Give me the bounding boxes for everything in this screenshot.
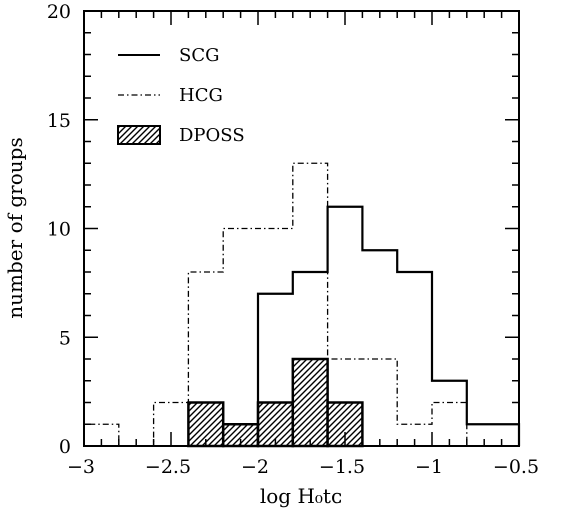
x-tick-label: −1.5 [319,456,365,478]
x-tick-label: −0.5 [493,456,539,478]
legend-label-scg: SCG [179,45,219,66]
scg-step-line [256,205,521,446]
y-tick-label: 5 [59,327,71,349]
legend-label-hcg: HCG [179,85,223,106]
axis-ticks [83,10,520,447]
y-tick-label: 0 [59,436,71,458]
legend-swatch-dposs [117,125,161,145]
x-tick-label: −1 [415,456,443,478]
y-tick-labels: 0 5 10 15 20 [47,1,71,458]
y-tick-label: 15 [47,110,71,132]
legend: SCG HCG DPOSS [117,45,245,146]
dposs-bar [291,357,329,448]
y-tick-label: 10 [47,219,71,241]
x-tick-label: −2.5 [145,456,191,478]
x-tick-label: −2 [241,456,269,478]
y-axis-label: number of groups [3,137,27,318]
y-tick-label: 20 [47,1,71,23]
x-axis-label: log H₀tᴄ [260,484,342,508]
dposs-bar [256,401,295,448]
legend-label-dposs: DPOSS [179,125,245,146]
x-tick-label: −3 [67,456,95,478]
dposs-series [187,357,364,448]
scg-series [256,205,521,446]
x-tick-labels: −3 −2.5 −2 −1.5 −1 −0.5 [67,456,539,478]
